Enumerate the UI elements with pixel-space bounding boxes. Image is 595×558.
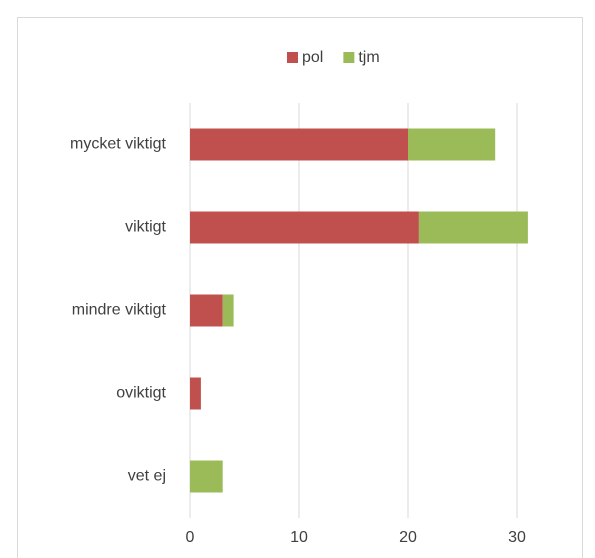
bar [190,128,408,161]
legend-swatch [287,52,298,63]
bar [190,211,419,244]
bar [408,128,496,161]
bar [418,211,528,244]
x-tick-label: 10 [290,529,308,546]
y-tick-label: mycket viktigt [70,136,167,153]
legend-swatch [343,52,355,63]
bar [190,294,223,327]
y-tick-label: vet ej [128,468,166,485]
bar [190,460,223,493]
y-tick-label: viktigt [125,219,166,236]
y-tick-label: mindre viktigt [72,302,167,319]
legend-label: tjm [358,49,379,66]
bar [190,377,201,410]
x-tick-label: 30 [508,529,526,546]
y-tick-label: oviktigt [116,385,166,402]
x-tick-label: 0 [186,529,195,546]
x-tick-label: 20 [399,529,417,546]
bar [222,294,234,327]
chart-frame [17,17,583,558]
legend-label: pol [302,49,323,66]
